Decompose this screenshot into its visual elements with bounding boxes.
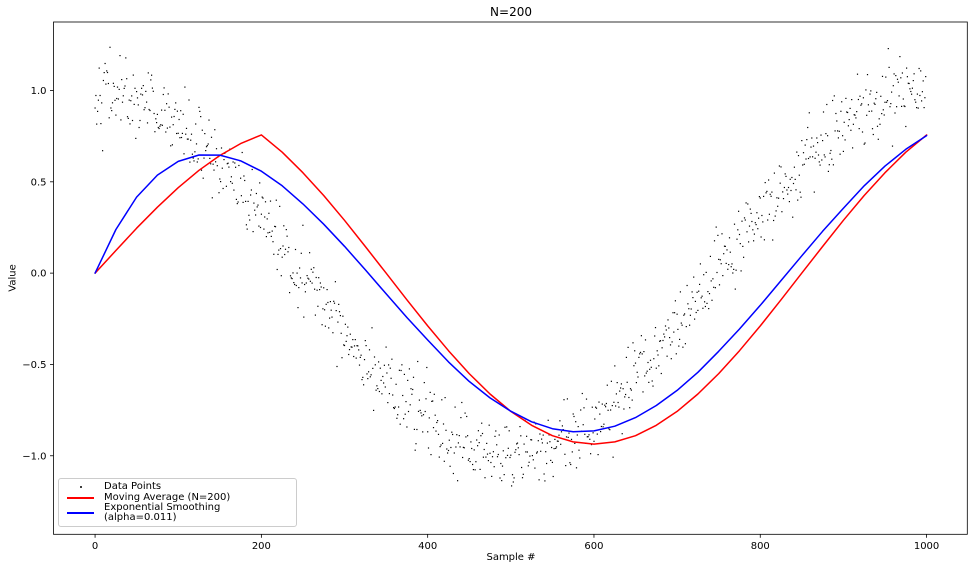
chart-title: N=200: [490, 5, 532, 19]
y-tick-label: −0.5: [22, 360, 46, 371]
exponential-smoothing-line: [94, 134, 928, 433]
legend-marker-icon: [67, 486, 94, 489]
legend-label: Moving Average (N=200): [104, 491, 231, 503]
legend-label: Exponential Smoothing (alpha=0.011): [104, 501, 221, 523]
legend-entry: Moving Average (N=200): [67, 491, 288, 503]
legend-label: Data Points: [104, 481, 162, 493]
legend-line-icon: [67, 496, 94, 499]
x-tick-label: 600: [584, 541, 603, 552]
y-tick-label: 0.5: [31, 177, 47, 188]
axes-spines: [53, 21, 968, 535]
y-axis-label: Value: [7, 264, 19, 292]
x-tick-label: 400: [418, 541, 437, 552]
legend-entry: Exponential Smoothing (alpha=0.011): [67, 501, 288, 523]
x-tick-label: 0: [92, 541, 98, 552]
x-tick-label: 1000: [914, 541, 939, 552]
legend-line-icon: [67, 511, 94, 514]
y-tick-label: 1.0: [31, 86, 47, 97]
x-tick-label: 800: [751, 541, 770, 552]
y-tick-label: −1.0: [22, 451, 46, 462]
scatter-points: [94, 46, 927, 487]
moving-average-line: [94, 134, 928, 445]
legend-entry: Data Points: [67, 482, 288, 492]
y-tick-label: 0.0: [31, 269, 47, 280]
x-tick-label: 200: [252, 541, 271, 552]
legend: Data Points Moving Average (N=200) Exponen…: [58, 478, 297, 527]
x-axis-label: Sample #: [486, 552, 536, 563]
